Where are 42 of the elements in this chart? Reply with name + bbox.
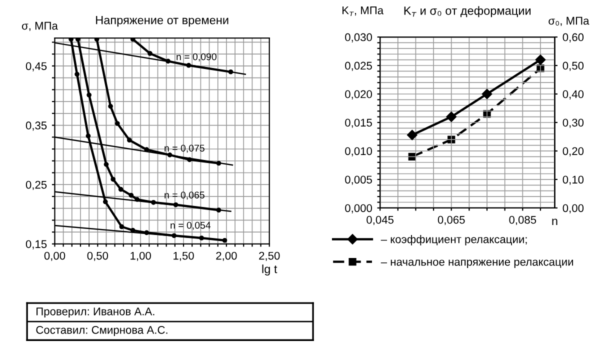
y-tick-label: 0,025 (345, 62, 372, 71)
y2-tick-label: 0,50 (562, 62, 584, 71)
y-tick-label: 0,015 (345, 118, 372, 128)
x-tick-label: 2,50 (259, 252, 280, 262)
y2-tick-label: 0,10 (562, 176, 584, 185)
series-label: n = 0,090 (176, 53, 216, 62)
x-tick-label: 1,00 (130, 252, 151, 262)
y2-tick-label: 0,40 (562, 90, 584, 100)
series-label: n = 0,054 (170, 222, 211, 230)
y-tick-label: 0,020 (345, 90, 372, 100)
x-tick-label: 2,00 (216, 252, 237, 262)
text: Составил: Смирнова А.С. (36, 326, 168, 336)
x-axis-title: lg t (262, 264, 278, 276)
x-tick-label: 0,00 (44, 252, 66, 262)
x-tick-label: 0,50 (87, 252, 108, 262)
y-tick-label: 0,35 (26, 122, 47, 131)
legend-label: – коэффициент релаксации; (380, 235, 527, 246)
y-tick-label: 0,010 (345, 147, 372, 156)
y2-axis-title: σ₀, МПа (548, 16, 590, 26)
y-tick-label: 0,030 (345, 33, 372, 42)
x-tick-label: 0,085 (509, 216, 536, 226)
y-tick-label: 0,000 (345, 204, 372, 214)
text: Проверил: Иванов А.А. (36, 308, 154, 318)
y-axis-title: K$_{т}$, МПа (342, 6, 384, 16)
y2-tick-label: 0,60 (562, 33, 584, 42)
x-tick-label: 1,50 (174, 252, 194, 262)
chart-title: K$_{т}$ и σ₀ от деформации (404, 6, 531, 18)
y2-tick-label: 0,20 (562, 147, 584, 156)
x-tick-label: 0,065 (438, 216, 465, 226)
y-tick-label: 0,005 (345, 176, 372, 185)
legend-label: – начальное напряжение релаксации (380, 260, 574, 268)
x-tick-label: 0,045 (366, 216, 394, 226)
chart-title: Напряжение от времени (96, 16, 228, 27)
series-label: n = 0,075 (164, 144, 204, 153)
y-axis-title: σ, МПа (22, 22, 58, 31)
x-axis-title: n (552, 218, 558, 226)
y-tick-label: 0,15 (26, 240, 47, 250)
y2-tick-label: 0,00 (562, 204, 584, 214)
series-label: n = 0,065 (164, 192, 204, 200)
y2-tick-label: 0,30 (562, 118, 584, 128)
y-tick-label: 0,45 (26, 62, 47, 72)
y-tick-label: 0,25 (26, 180, 47, 190)
